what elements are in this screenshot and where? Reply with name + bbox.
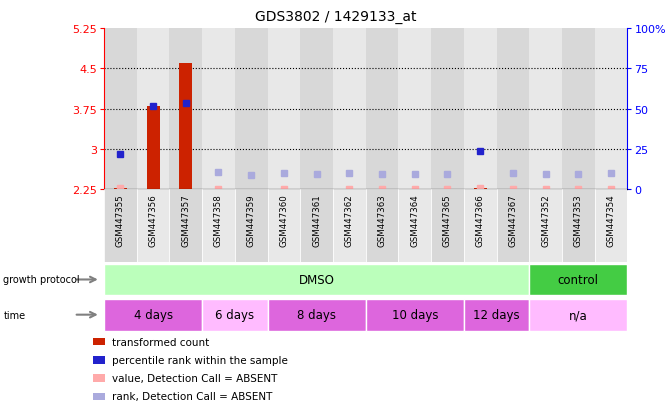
Text: GSM447358: GSM447358 bbox=[214, 194, 223, 246]
Bar bbox=[301, 190, 333, 262]
Bar bbox=[497, 29, 529, 190]
Bar bbox=[268, 299, 366, 331]
Bar bbox=[464, 299, 529, 331]
Bar bbox=[562, 29, 595, 190]
Text: 10 days: 10 days bbox=[391, 309, 438, 321]
Bar bbox=[202, 190, 235, 262]
Bar bbox=[301, 29, 333, 190]
Text: GSM447361: GSM447361 bbox=[312, 194, 321, 246]
Text: GSM447364: GSM447364 bbox=[410, 194, 419, 246]
Bar bbox=[529, 299, 627, 331]
Bar bbox=[104, 29, 137, 190]
Text: GSM447367: GSM447367 bbox=[509, 194, 517, 246]
Text: transformed count: transformed count bbox=[112, 337, 209, 347]
Bar bbox=[235, 29, 268, 190]
Bar bbox=[93, 393, 105, 400]
Text: control: control bbox=[558, 273, 599, 286]
Text: 12 days: 12 days bbox=[473, 309, 520, 321]
Bar bbox=[529, 29, 562, 190]
Bar bbox=[333, 190, 366, 262]
Text: GDS3802 / 1429133_at: GDS3802 / 1429133_at bbox=[255, 10, 416, 24]
Text: GSM447363: GSM447363 bbox=[378, 194, 386, 246]
Text: percentile rank within the sample: percentile rank within the sample bbox=[112, 355, 288, 365]
Text: GSM447359: GSM447359 bbox=[247, 194, 256, 246]
Bar bbox=[179, 64, 193, 190]
Text: 6 days: 6 days bbox=[215, 309, 254, 321]
Bar bbox=[146, 107, 160, 190]
Bar bbox=[235, 190, 268, 262]
Text: GSM447360: GSM447360 bbox=[279, 194, 289, 246]
Bar bbox=[464, 190, 497, 262]
Bar bbox=[366, 299, 464, 331]
Text: GSM447366: GSM447366 bbox=[476, 194, 484, 246]
Bar bbox=[137, 29, 169, 190]
Text: 8 days: 8 days bbox=[297, 309, 336, 321]
Bar bbox=[104, 299, 202, 331]
Text: GSM447357: GSM447357 bbox=[181, 194, 191, 246]
Text: 4 days: 4 days bbox=[134, 309, 172, 321]
Bar bbox=[202, 29, 235, 190]
Bar bbox=[366, 190, 399, 262]
Bar bbox=[497, 190, 529, 262]
Text: time: time bbox=[3, 310, 25, 320]
Bar bbox=[562, 190, 595, 262]
Text: GSM447354: GSM447354 bbox=[607, 194, 615, 246]
Bar bbox=[93, 338, 105, 346]
Text: rank, Detection Call = ABSENT: rank, Detection Call = ABSENT bbox=[112, 391, 272, 401]
Bar bbox=[399, 190, 431, 262]
Bar bbox=[93, 375, 105, 382]
Bar bbox=[399, 29, 431, 190]
Bar bbox=[464, 29, 497, 190]
Text: value, Detection Call = ABSENT: value, Detection Call = ABSENT bbox=[112, 373, 277, 383]
Bar bbox=[431, 29, 464, 190]
Text: growth protocol: growth protocol bbox=[3, 275, 80, 285]
Bar bbox=[93, 356, 105, 364]
Text: GSM447365: GSM447365 bbox=[443, 194, 452, 246]
Bar bbox=[529, 190, 562, 262]
Bar bbox=[268, 190, 300, 262]
Bar bbox=[529, 264, 627, 296]
Bar bbox=[268, 29, 300, 190]
Bar bbox=[333, 29, 366, 190]
Bar bbox=[366, 29, 399, 190]
Bar bbox=[595, 190, 627, 262]
Text: n/a: n/a bbox=[569, 309, 588, 321]
Text: GSM447362: GSM447362 bbox=[345, 194, 354, 246]
Bar bbox=[202, 299, 268, 331]
Text: GSM447352: GSM447352 bbox=[541, 194, 550, 246]
Text: GSM447355: GSM447355 bbox=[116, 194, 125, 246]
Bar bbox=[137, 190, 169, 262]
Bar bbox=[169, 190, 202, 262]
Bar bbox=[104, 264, 529, 296]
Text: DMSO: DMSO bbox=[299, 273, 335, 286]
Text: GSM447356: GSM447356 bbox=[148, 194, 158, 246]
Bar bbox=[169, 29, 202, 190]
Bar bbox=[595, 29, 627, 190]
Bar bbox=[114, 189, 127, 190]
Bar bbox=[474, 189, 486, 190]
Text: GSM447353: GSM447353 bbox=[574, 194, 583, 246]
Bar bbox=[431, 190, 464, 262]
Bar bbox=[104, 190, 137, 262]
